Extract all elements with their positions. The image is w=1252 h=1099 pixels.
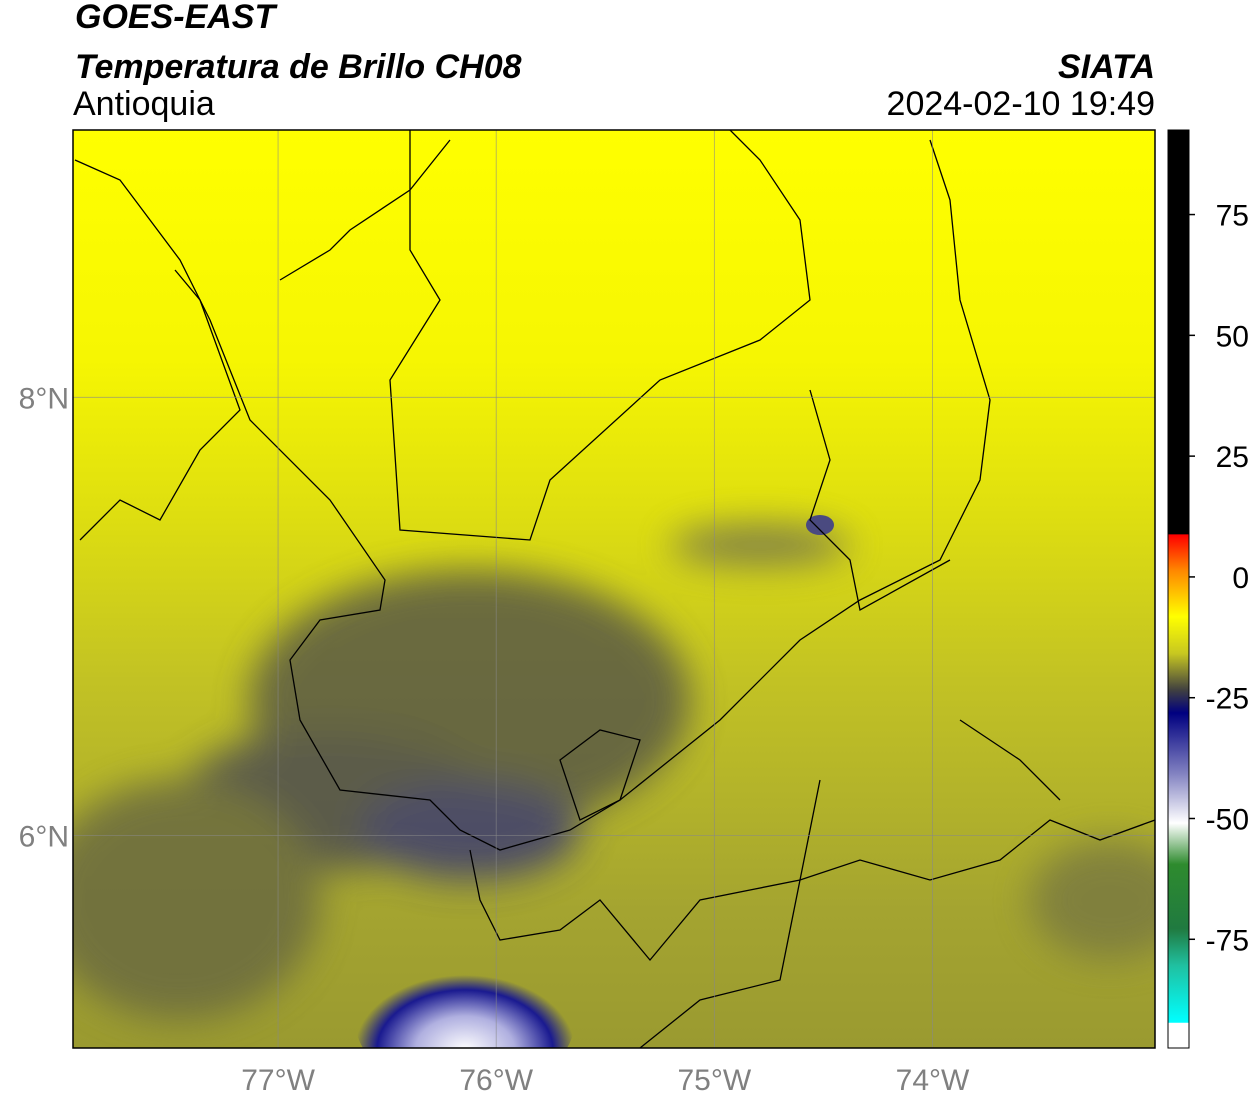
grid	[73, 130, 1155, 1048]
y-tick-label: 6°N	[19, 820, 69, 853]
colorbar-tick-label: 0	[1232, 562, 1249, 595]
colorbar-tick-label: 50	[1216, 320, 1249, 353]
map-frame	[72, 129, 1156, 1049]
colorbar-tick-label: -75	[1206, 924, 1249, 957]
colorbar-tick-label: 25	[1216, 441, 1249, 474]
x-tick-label: 77°W	[241, 1064, 315, 1097]
x-tick-label: 76°W	[459, 1064, 533, 1097]
satellite-image	[73, 130, 1155, 1048]
source: SIATA	[1058, 48, 1155, 86]
colorbar-tick-label: 75	[1216, 200, 1249, 233]
x-tick-label: 75°W	[678, 1064, 752, 1097]
title: GOES-EAST	[75, 0, 278, 36]
subtitle: Temperatura de Brillo CH08	[75, 48, 522, 86]
region: Antioquia	[73, 85, 215, 123]
datetime: 2024-02-10 19:49	[887, 85, 1155, 123]
colorbar-tick-label: -50	[1206, 804, 1249, 837]
colorbar-tick-label: -25	[1206, 683, 1249, 716]
y-tick-label: 8°N	[19, 382, 69, 415]
colorbar	[1167, 129, 1190, 1049]
x-tick-label: 74°W	[896, 1064, 970, 1097]
